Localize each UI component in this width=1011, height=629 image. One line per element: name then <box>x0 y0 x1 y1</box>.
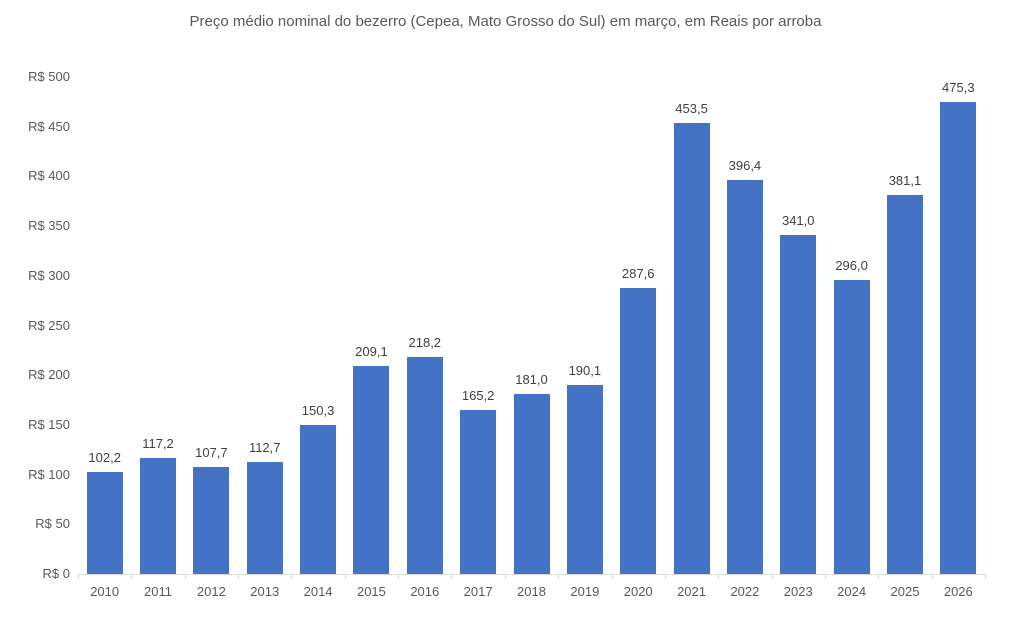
bar <box>353 366 390 574</box>
bar <box>726 179 763 574</box>
x-axis-tick <box>611 574 613 579</box>
bar-value-label: 396,4 <box>728 157 762 173</box>
x-tick-label: 2016 <box>410 584 440 599</box>
x-tick-label: 2017 <box>463 584 493 599</box>
bar <box>300 424 337 574</box>
x-axis-tick <box>238 574 240 579</box>
bar <box>513 394 550 574</box>
x-tick-label: 2018 <box>517 584 546 599</box>
bar-value-label: 181,0 <box>515 372 548 388</box>
bar <box>833 279 870 574</box>
x-tick-label: 2013 <box>250 584 280 599</box>
x-tick-label: 2011 <box>144 584 172 599</box>
bar <box>886 195 923 574</box>
bar <box>566 385 603 574</box>
bar <box>940 101 977 574</box>
y-tick-label: R$ 350 <box>28 218 70 234</box>
x-tick-label: 2025 <box>890 584 920 599</box>
y-tick-label: R$ 50 <box>35 516 70 532</box>
y-tick-label: R$ 500 <box>28 69 70 84</box>
y-tick-label: R$ 100 <box>28 466 70 482</box>
bar <box>780 235 817 574</box>
bar <box>86 472 123 574</box>
x-tick-label: 2026 <box>943 584 973 599</box>
bar-value-label: 296,0 <box>835 257 868 273</box>
x-axis-tick <box>558 574 560 579</box>
x-tick-label: 2014 <box>303 584 333 599</box>
bar-value-label: 475,3 <box>942 79 975 95</box>
bar <box>140 457 177 574</box>
bar-value-label: 102,2 <box>88 450 121 466</box>
bar <box>620 288 657 574</box>
chart-title: Preço médio nominal do bezerro (Cepea, M… <box>189 13 822 30</box>
x-axis-line <box>78 574 986 575</box>
bar-value-label: 117,2 <box>142 435 174 451</box>
x-axis-tick <box>664 574 666 579</box>
x-axis-tick <box>878 574 880 579</box>
x-tick-label: 2019 <box>570 584 600 599</box>
y-tick-label: R$ 400 <box>28 168 70 184</box>
x-axis-tick <box>291 574 293 579</box>
x-tick-label: 2012 <box>196 584 226 599</box>
x-tick-label: 2020 <box>623 584 653 599</box>
x-axis-tick <box>398 574 400 579</box>
x-axis-tick <box>131 574 133 579</box>
bar-value-label: 218,2 <box>408 335 442 351</box>
x-axis-tick <box>771 574 773 579</box>
x-tick-label: 2022 <box>730 584 760 599</box>
bar-value-label: 165,2 <box>461 387 495 403</box>
bar-value-label: 287,6 <box>621 266 655 282</box>
bar-value-label: 381,1 <box>888 173 922 189</box>
x-axis-tick <box>184 574 186 579</box>
x-axis-tick <box>931 574 933 579</box>
x-axis-tick <box>344 574 346 579</box>
y-tick-label: R$ 250 <box>28 317 70 333</box>
bar-value-label: 190,1 <box>568 363 602 379</box>
plot-area: 102,2 117,2 107,7 112,7 150,3 209,1 218,2 165,2… <box>78 77 985 574</box>
x-axis-tick <box>451 574 453 579</box>
x-axis-tick <box>78 574 79 579</box>
bar-value-label: 341,0 <box>781 213 815 229</box>
x-tick-label: 2010 <box>90 584 120 599</box>
bar-value-label: 107,7 <box>195 444 228 460</box>
y-tick-label: R$ 300 <box>28 267 70 283</box>
x-tick-label: 2023 <box>783 584 813 599</box>
bar-value-label: 112,7 <box>248 439 281 455</box>
bar <box>406 357 443 574</box>
bar-value-label: 150,3 <box>301 402 335 418</box>
bar <box>246 461 283 574</box>
bar <box>673 123 710 574</box>
bar-value-label: 453,5 <box>675 101 708 117</box>
y-tick-label: R$ 200 <box>28 367 70 383</box>
y-tick-label: R$ 150 <box>28 416 70 432</box>
y-axis: R$ 0 R$ 50 R$ 100 R$ 150 R$ 200 R$ 250 R$ 300 R… <box>0 0 70 629</box>
bar <box>460 409 497 574</box>
x-tick-label: 2024 <box>837 584 867 599</box>
x-axis-tick <box>504 574 506 579</box>
x-axis-tick <box>718 574 720 579</box>
y-tick-label: R$ 450 <box>28 118 70 134</box>
x-axis-tick <box>985 574 986 579</box>
bar-value-label: 209,1 <box>355 344 388 360</box>
bar <box>193 466 230 574</box>
y-tick-label: R$ 0 <box>42 566 70 581</box>
x-tick-label: 2021 <box>677 584 706 599</box>
x-tick-label: 2015 <box>356 584 386 599</box>
x-axis-tick <box>824 574 826 579</box>
